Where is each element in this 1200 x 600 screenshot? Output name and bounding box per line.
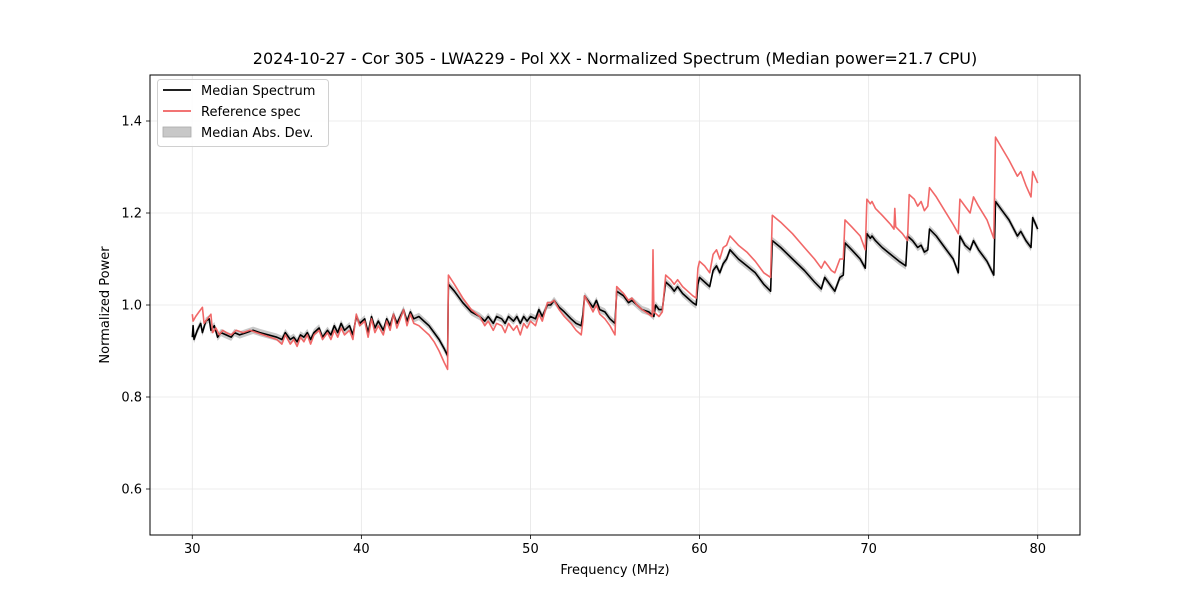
chart-title: 2024-10-27 - Cor 305 - LWA229 - Pol XX -… [253, 49, 977, 68]
x-tick-label: 30 [184, 542, 201, 557]
x-axis-label: Frequency (MHz) [560, 563, 669, 578]
x-axis: 30 40 50 60 70 80 [184, 535, 1046, 557]
x-tick-label: 80 [1029, 542, 1046, 557]
median-spectrum-line [191, 200, 1039, 357]
legend: Median Spectrum Reference spec Median Ab… [157, 79, 329, 147]
x-tick-label: 70 [860, 542, 877, 557]
y-tick-label: 1.2 [121, 207, 142, 222]
plot-area [191, 136, 1039, 371]
grid [150, 75, 1080, 535]
legend-label-median: Median Spectrum [201, 84, 315, 99]
y-tick-label: 0.6 [121, 483, 142, 498]
x-tick-label: 60 [691, 542, 708, 557]
legend-label-reference: Reference spec [201, 105, 301, 120]
y-axis-label: Normalized Power [98, 246, 113, 364]
x-tick-label: 50 [522, 542, 539, 557]
legend-label-mad: Median Abs. Dev. [201, 126, 313, 141]
y-tick-label: 1.0 [121, 299, 142, 314]
reference-spectrum-line [191, 136, 1039, 371]
y-tick-label: 0.8 [121, 391, 142, 406]
y-tick-label: 1.4 [121, 115, 142, 130]
y-axis: 0.6 0.8 1.0 1.2 1.4 [121, 115, 150, 498]
x-tick-label: 40 [353, 542, 370, 557]
legend-swatch-mad [162, 126, 192, 138]
legend-box [157, 79, 329, 147]
